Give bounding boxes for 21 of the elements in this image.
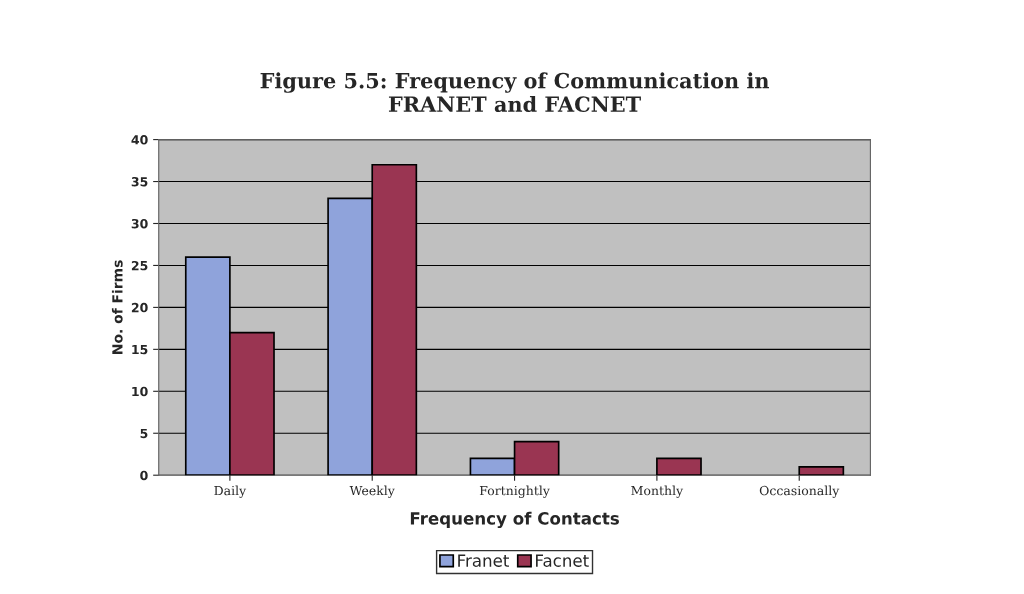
chart-title: Figure 5.5: Frequency of Communication in FRANET and FACNET (260, 72, 770, 113)
y-tick-label: 15 (132, 344, 148, 355)
y-tick-label: 35 (131, 177, 148, 187)
y-tick-label: 40 (131, 135, 148, 145)
y-tick-label: 0 (140, 470, 148, 481)
x-axis-title: Frequency of Contacts (410, 511, 619, 529)
y-tick-label: 10 (132, 386, 148, 397)
legend-label: Facnet (536, 554, 589, 567)
y-tick-label: 20 (131, 302, 148, 313)
bar (798, 465, 845, 476)
bar (656, 457, 702, 476)
y-axis-title: No. of Firms (111, 260, 123, 354)
x-tick-label: Monthly (631, 485, 684, 498)
x-tick-label: Weekly (349, 485, 395, 498)
x-tick-label: Fortnightly (479, 485, 550, 498)
y-tick-label: 25 (131, 260, 148, 271)
y-tick-label: 30 (131, 218, 148, 229)
x-tick-label: Daily (214, 485, 247, 498)
y-tick-label: 5 (140, 428, 148, 439)
x-tick-label: Occasionally (759, 485, 840, 498)
legend-label: Franet (458, 554, 509, 567)
